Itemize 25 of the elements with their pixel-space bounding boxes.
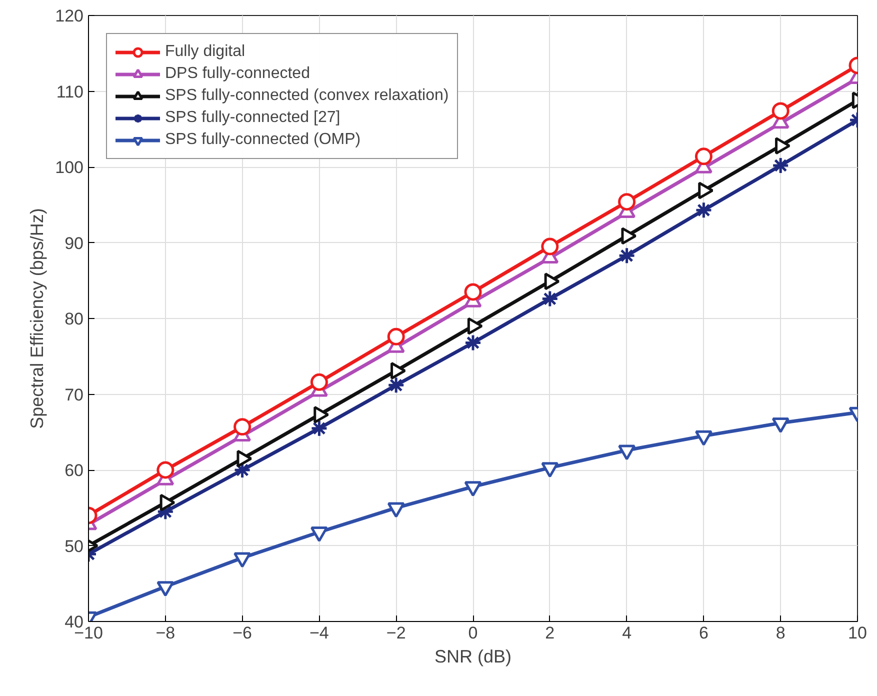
x-tick-label: −6 <box>232 624 252 642</box>
x-tick-label: 8 <box>776 624 786 642</box>
x-tick-label: 0 <box>468 624 478 642</box>
y-axis-title: Spectral Efficiency (bps/Hz) <box>27 208 48 429</box>
x-tick-label: 6 <box>698 624 708 642</box>
y-tick-label: 60 <box>64 461 84 480</box>
x-tick-label: −8 <box>156 624 176 642</box>
y-tick-label: 90 <box>64 234 84 253</box>
y-tick-label: 50 <box>64 536 84 556</box>
legend-label: SPS fully-connected (OMP) <box>165 131 361 149</box>
x-tick-label: −4 <box>310 624 329 642</box>
y-tick-label: 120 <box>55 6 84 26</box>
y-tick-label: 80 <box>64 310 84 328</box>
legend-label: Fully digital <box>165 43 246 61</box>
y-tick-label: 100 <box>55 158 84 177</box>
x-tick-label: 4 <box>622 624 632 642</box>
legend-label: SPS fully-connected [27] <box>165 109 340 127</box>
x-tick-label: 2 <box>545 624 555 642</box>
y-tick-label: 70 <box>64 385 84 404</box>
x-tick-label: 10 <box>848 624 867 642</box>
legend-label: SPS fully-connected (convex relaxation) <box>165 87 449 105</box>
x-tick-label: −2 <box>386 624 406 642</box>
y-tick-label: 110 <box>56 82 84 102</box>
x-axis-title: SNR (dB) <box>434 646 512 666</box>
legend-label: DPS fully-connected <box>165 65 310 83</box>
